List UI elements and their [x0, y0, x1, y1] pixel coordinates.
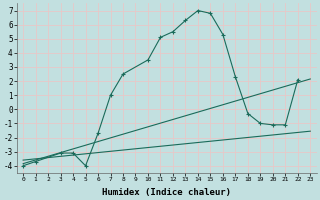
X-axis label: Humidex (Indice chaleur): Humidex (Indice chaleur) [102, 188, 231, 197]
